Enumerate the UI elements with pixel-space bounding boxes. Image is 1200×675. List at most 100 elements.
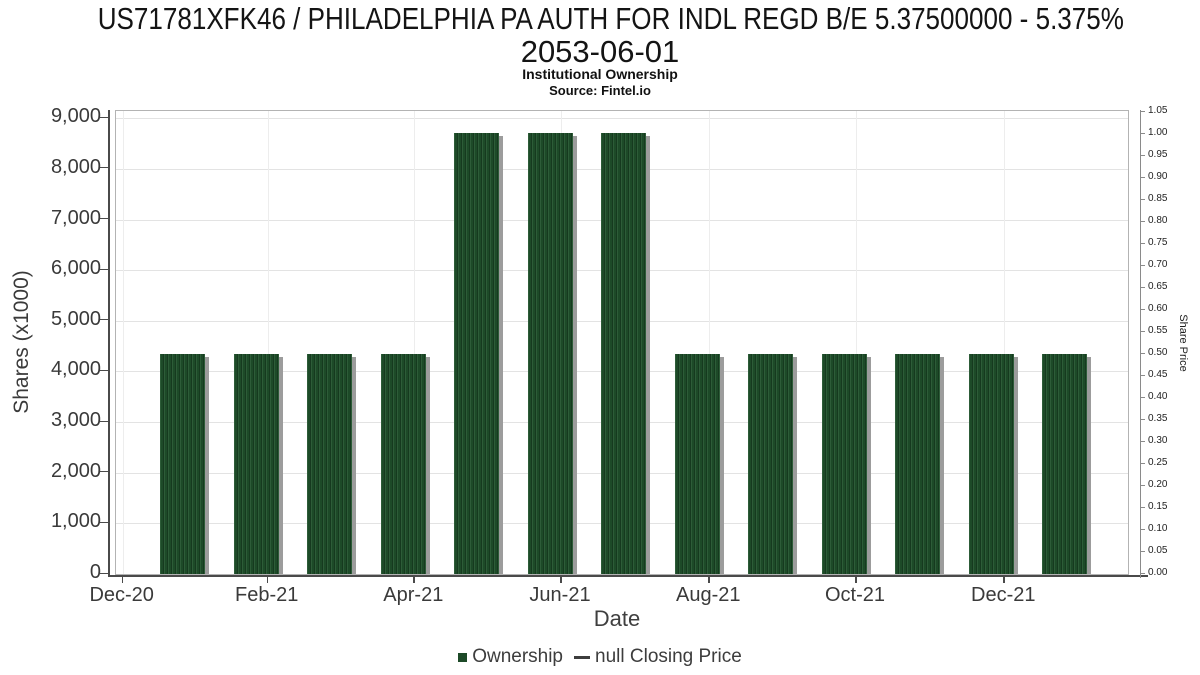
x-tick-label: Aug-21 — [676, 584, 741, 606]
y-axis-tick-right — [1140, 396, 1145, 398]
y-axis-tick-left — [100, 369, 108, 371]
y-axis-tick-left — [100, 167, 108, 169]
y-axis-tick-right — [1140, 572, 1145, 574]
ownership-bar-Sep-21[interactable] — [748, 353, 794, 574]
y-axis-tick-right — [1140, 440, 1145, 442]
x-axis-tick — [121, 577, 124, 583]
y-axis-tick-right — [1140, 176, 1145, 178]
y-axis-tick-right — [1140, 550, 1145, 552]
y-axis-tick-right — [1140, 110, 1145, 112]
x-axis-tick — [855, 577, 857, 583]
y-tick-label-right: 0.15 — [1148, 501, 1168, 512]
y-axis-title-right: Share Price — [1177, 314, 1189, 372]
x-tick-label: Apr-21 — [383, 584, 444, 606]
ownership-bar-Jan-21[interactable] — [160, 353, 205, 574]
gridline-vertical — [709, 111, 711, 574]
y-axis-tick-right — [1140, 154, 1145, 156]
y-tick-label-left: 0 — [89, 561, 101, 583]
y-tick-label-left: 2,000 — [50, 459, 101, 482]
y-axis-tick-right — [1140, 308, 1145, 310]
x-tick-label: Oct-21 — [824, 584, 886, 606]
chart-title-line1: US71781XFK46 / PHILADELPHIA PA AUTH FOR … — [0, 2, 1200, 35]
x-tick-label: Jun-21 — [529, 584, 591, 606]
x-axis-tick — [708, 577, 710, 583]
chart-subtitle: Institutional Ownership — [522, 66, 678, 82]
y-tick-label-right: 0.00 — [1148, 567, 1168, 578]
x-axis-tick — [560, 577, 562, 583]
legend: Ownership null Closing Price — [0, 646, 1200, 668]
gridline-horizontal — [116, 118, 1128, 120]
y-axis-tick-left — [100, 420, 108, 422]
ownership-bar-Apr-21[interactable] — [380, 353, 426, 574]
y-tick-label-left: 8,000 — [50, 155, 101, 178]
ownership-bar-Mar-21[interactable] — [307, 353, 353, 574]
y-tick-label-right: 0.05 — [1148, 545, 1168, 556]
x-axis-line — [108, 575, 1148, 577]
y-axis-tick-left — [100, 572, 108, 574]
chart-title: US71781XFK46 / PHILADELPHIA PA AUTH FOR … — [0, 2, 1200, 68]
legend-label-ownership[interactable]: Ownership — [472, 646, 564, 667]
y-tick-label-left: 4,000 — [50, 358, 101, 381]
y-axis-tick-right — [1140, 506, 1145, 508]
y-tick-label-left: 3,000 — [50, 409, 101, 432]
y-axis-tick-right — [1140, 418, 1145, 420]
y-axis-tick-left — [100, 268, 108, 270]
y-axis-tick-left — [100, 319, 108, 321]
gridline-vertical — [414, 111, 416, 574]
x-tick-label: Feb-21 — [235, 584, 299, 606]
chart-title-line2: 2053-06-01 — [0, 35, 1200, 68]
ownership-bar-Jun-21[interactable] — [527, 133, 573, 574]
ownership-bar-Jan-22[interactable] — [1042, 353, 1088, 574]
gridline-vertical — [267, 111, 269, 574]
y-tick-label-right: 0.95 — [1148, 149, 1168, 160]
y-axis-tick-right — [1140, 528, 1145, 530]
chart-title-line2-text: 2053-06-01 — [520, 34, 680, 69]
chart-title-line1-text: US71781XFK46 / PHILADELPHIA PA AUTH FOR … — [97, 1, 1124, 36]
y-axis-tick-right — [1140, 352, 1145, 354]
y-axis-tick-left — [100, 116, 108, 118]
ownership-bar-May-21[interactable] — [454, 133, 500, 574]
ownership-bar-Oct-21[interactable] — [821, 353, 867, 574]
y-tick-label-right: 0.75 — [1148, 237, 1168, 248]
x-axis-tick — [413, 577, 415, 583]
y-tick-label-right: 0.10 — [1148, 523, 1168, 534]
ownership-bar-Nov-21[interactable] — [895, 353, 941, 574]
gridline-vertical — [1004, 111, 1006, 574]
y-tick-label-left: 9,000 — [50, 105, 101, 128]
ownership-legend-square-icon — [458, 652, 468, 662]
y-axis-tick-left — [100, 521, 108, 523]
ownership-bar-Dec-21[interactable] — [968, 353, 1014, 574]
y-axis-tick-right — [1140, 330, 1145, 332]
x-axis-title: Date — [593, 606, 641, 631]
y-axis-line — [108, 110, 110, 577]
y-tick-label-right: 0.55 — [1148, 325, 1168, 336]
y-tick-label-right: 0.20 — [1148, 479, 1168, 490]
ownership-bar-Feb-21[interactable] — [233, 353, 279, 574]
y-tick-label-left: 7,000 — [50, 206, 101, 229]
y-tick-label-right: 0.25 — [1148, 457, 1168, 468]
y-axis-tick-right — [1140, 220, 1145, 222]
y-tick-label-left: 1,000 — [50, 510, 101, 533]
y-tick-label-right: 0.90 — [1148, 171, 1168, 182]
y-tick-label-left: 6,000 — [50, 257, 101, 280]
y-axis-tick-right — [1140, 462, 1145, 464]
y-tick-label-right: 0.30 — [1148, 435, 1168, 446]
gridline-vertical — [122, 111, 124, 574]
y-axis-tick-left — [100, 471, 108, 473]
y-tick-label-right: 1.05 — [1148, 105, 1168, 116]
y-tick-label-right: 0.60 — [1148, 303, 1168, 314]
x-tick-label: Dec-21 — [971, 584, 1036, 606]
y-axis-tick-right — [1140, 264, 1145, 266]
chart-source-credit: Source: Fintel.io — [549, 83, 651, 98]
y-tick-label-right: 0.50 — [1148, 347, 1168, 358]
y-axis-tick-left — [100, 218, 108, 220]
y-axis-tick-right — [1140, 132, 1145, 134]
gridline-vertical — [856, 111, 857, 574]
y-tick-label-right: 0.45 — [1148, 369, 1168, 380]
ownership-bar-Jul-21[interactable] — [601, 133, 647, 574]
x-axis-tick — [266, 577, 269, 583]
y-tick-label-right: 0.70 — [1148, 259, 1168, 270]
ownership-bar-Aug-21[interactable] — [674, 353, 720, 574]
legend-label-closing-price[interactable]: null Closing Price — [595, 646, 742, 667]
